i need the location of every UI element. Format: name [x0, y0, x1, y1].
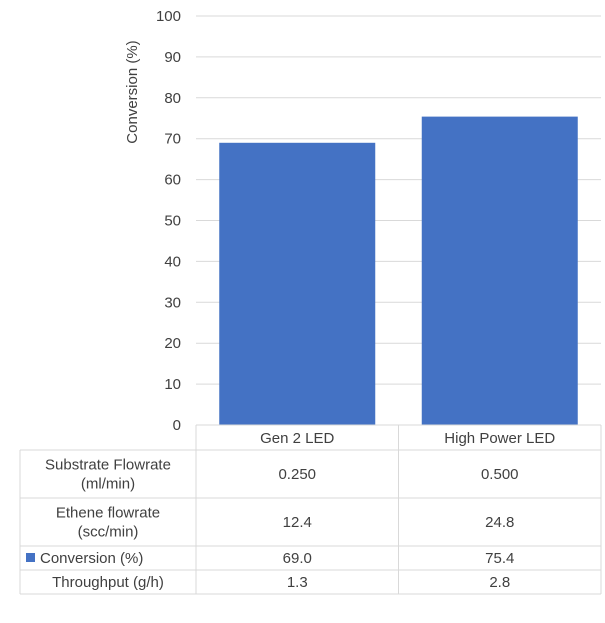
y-tick-label: 100	[156, 8, 181, 25]
legend-key	[26, 553, 35, 562]
row-label: (scc/min)	[78, 524, 139, 541]
y-tick-label: 80	[164, 90, 181, 107]
y-tick-label: 30	[164, 294, 181, 311]
y-tick-label: 70	[164, 131, 181, 148]
row-label: Substrate Flowrate	[45, 457, 171, 474]
y-tick-label: 90	[164, 49, 181, 66]
y-tick-label: 50	[164, 213, 181, 230]
y-tick-label: 0	[173, 417, 181, 434]
y-axis-title: Conversion (%)	[124, 40, 141, 143]
bar-gen-2-led	[219, 142, 376, 426]
y-tick-label: 40	[164, 253, 181, 270]
cell-value: 0.500	[481, 466, 519, 483]
cell-value: 0.250	[278, 466, 316, 483]
category-label: Gen 2 LED	[260, 430, 334, 447]
cell-value: 1.3	[287, 574, 308, 591]
bar-high-power-led	[421, 116, 578, 425]
bars	[219, 116, 578, 426]
row-label: Throughput (g/h)	[52, 574, 164, 591]
cell-value: 12.4	[283, 514, 312, 531]
y-tick-label: 20	[164, 335, 181, 352]
cell-value: 24.8	[485, 514, 514, 531]
cell-value: 69.0	[283, 550, 312, 567]
y-tick-label: 60	[164, 172, 181, 189]
data-table: Gen 2 LED High Power LED Substrate Flowrat…	[19, 424, 602, 595]
cell-value: 2.8	[489, 574, 510, 591]
cell-value: 75.4	[485, 550, 514, 567]
category-label: High Power LED	[444, 430, 555, 447]
y-tick-labels: 0 10 20 30 40 50 60 70 80 90 100	[156, 8, 181, 434]
row-label: (ml/min)	[81, 476, 135, 493]
row-label: Conversion (%)	[40, 550, 143, 567]
row-label: Ethene flowrate	[56, 505, 160, 522]
y-tick-label: 10	[164, 376, 181, 393]
